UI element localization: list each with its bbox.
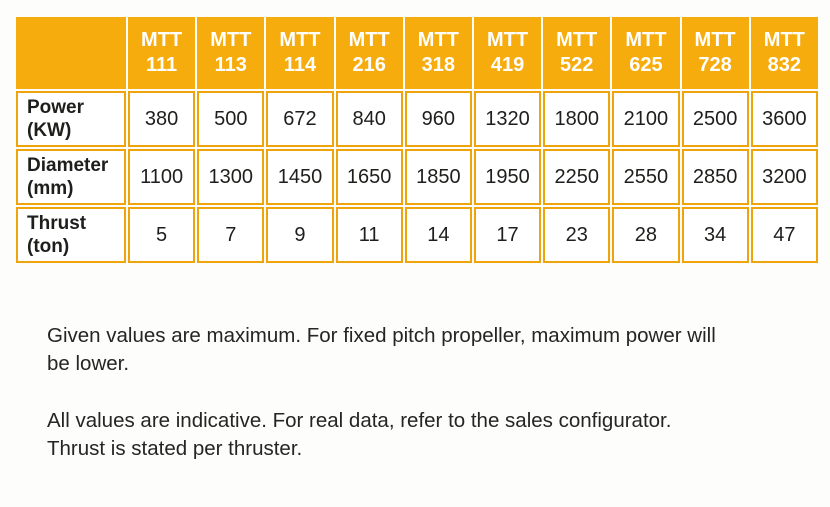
- column-header: MTT 114: [266, 17, 334, 89]
- table-cell: 3200: [750, 149, 818, 205]
- table-cell: 1850: [404, 149, 472, 205]
- column-header: MTT 625: [612, 17, 680, 89]
- table-cell: 1320: [473, 91, 542, 147]
- table-cell: 2250: [543, 149, 611, 205]
- note-paragraph: All values are indicative. For real data…: [47, 409, 672, 460]
- row-label: Thrust (ton): [16, 207, 126, 263]
- row-label: Diameter (mm): [16, 149, 126, 205]
- column-header: MTT 832: [750, 17, 818, 89]
- table-cell: 5: [128, 207, 196, 263]
- table-cell: 500: [197, 91, 265, 147]
- column-header: MTT 728: [681, 17, 749, 89]
- thruster-spec-table: MTT 111 MTT 113 MTT 114 MTT 216 MTT 318 MTT 419 MTT 5…: [14, 15, 820, 265]
- table-cell: 23: [543, 207, 611, 263]
- table-cell: 2100: [612, 91, 680, 147]
- footnotes: Given values are maximum. For fixed pitc…: [47, 322, 767, 463]
- table-row: Thrust (ton) 5 7 9 11 14 17 23 28 34 47: [16, 207, 818, 263]
- table-cell: 840: [335, 91, 403, 147]
- table-cell: 47: [750, 207, 818, 263]
- table-cell: 2850: [681, 149, 749, 205]
- table-cell: 34: [681, 207, 749, 263]
- column-header: MTT 111: [128, 17, 196, 89]
- column-header: MTT 318: [404, 17, 472, 89]
- table-cell: 3600: [750, 91, 818, 147]
- table-cell: 1800: [543, 91, 611, 147]
- column-header: MTT 419: [473, 17, 542, 89]
- table-row: Diameter (mm) 1100 1300 1450 1650 1850 1950 2250…: [16, 149, 818, 205]
- table-cell: 1650: [335, 149, 403, 205]
- table-cell: 9: [266, 207, 334, 263]
- column-header: MTT 113: [197, 17, 265, 89]
- table-cell: 14: [404, 207, 472, 263]
- table-cell: 960: [404, 91, 472, 147]
- column-header: MTT 522: [543, 17, 611, 89]
- table-cell: 2500: [681, 91, 749, 147]
- table-cell: 1100: [128, 149, 196, 205]
- table-body: Power (KW) 380 500 672 840 960 1320 1800 2100 2500…: [16, 91, 818, 263]
- table-cell: 11: [335, 207, 403, 263]
- column-header: MTT 216: [335, 17, 403, 89]
- table-cell: 1300: [197, 149, 265, 205]
- table-row: Power (KW) 380 500 672 840 960 1320 1800 2100 2500…: [16, 91, 818, 147]
- row-label: Power (KW): [16, 91, 126, 147]
- table-cell: 28: [612, 207, 680, 263]
- table-cell: 1950: [473, 149, 542, 205]
- table-cell: 672: [266, 91, 334, 147]
- header-row: MTT 111 MTT 113 MTT 114 MTT 216 MTT 318 MTT 419 MTT 5…: [16, 17, 818, 89]
- table-cell: 17: [473, 207, 542, 263]
- table-cell: 380: [128, 91, 196, 147]
- note-paragraph: Given values are maximum. For fixed pitc…: [47, 324, 716, 375]
- table-header: MTT 111 MTT 113 MTT 114 MTT 216 MTT 318 MTT 419 MTT 5…: [16, 17, 818, 89]
- corner-cell: [16, 17, 126, 89]
- table-cell: 1450: [266, 149, 334, 205]
- table-cell: 7: [197, 207, 265, 263]
- table-cell: 2550: [612, 149, 680, 205]
